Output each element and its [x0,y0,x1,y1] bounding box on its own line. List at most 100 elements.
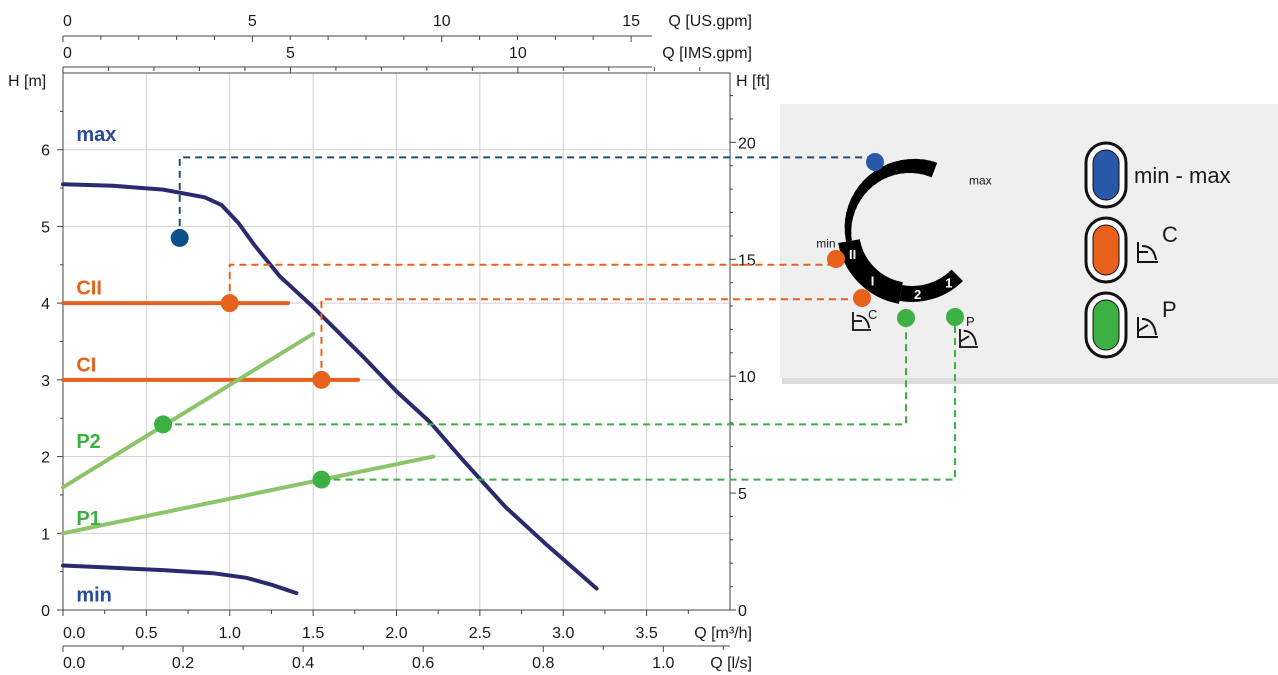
legend-icon-letter: P [1162,297,1177,322]
tick-label-m: 1 [41,526,50,543]
icon-curve [1141,245,1157,261]
axis-label-ims-gpm: Q [IMS.gpm] [662,45,752,62]
dial-arc-segment [850,193,862,204]
proportional-pressure-icon [959,329,979,348]
legend-pill-inner [1092,299,1120,351]
series-labels: max CII CI P2 P1 min [76,124,116,606]
tick-label-ims-gpm: 0 [63,45,72,62]
tick-label-ft: 10 [738,369,756,386]
dial-arc-segment [844,219,853,228]
dial-arc-lower [838,238,904,304]
tick-label-m3h: 0.0 [63,625,85,642]
dial-arc-segment [867,172,880,186]
tick-label-ft: 15 [738,252,756,269]
settings-panel [780,104,1278,384]
dial-arc-segment [879,164,891,179]
marker-cii [220,294,239,313]
dial-label-2: 2 [914,287,921,302]
series-line-min [61,563,299,596]
dial-marker-c2 [827,250,845,268]
grid [63,73,730,610]
tick-label-ls: 1.0 [652,655,674,672]
legend-icon-letter: C [1162,222,1178,247]
dashed-guide-ci [320,298,862,380]
legend: min - max C P [1084,141,1231,359]
panel-background [780,104,1278,378]
constant-pressure-icon [852,312,872,331]
tick-label-m: 2 [41,450,50,467]
series-label-cii: CII [76,278,102,300]
dial-icon-p-letter: P [966,314,975,329]
series-label-p1: P1 [76,508,100,530]
dial-marker-p1 [946,308,964,326]
tick-label-m: 0 [41,603,50,620]
tick-label-ft: 20 [738,135,756,152]
axes: 0 5 10 15 Q [US.gpm]0 5 10 Q [IMS.gpm]0.0 0.5 1.0… [8,13,770,672]
series-line-max [61,182,599,591]
markers [154,153,964,489]
legend-pill-inner [1092,224,1120,276]
dial-arc-segment [847,199,859,210]
dashed-guide-max [178,156,875,238]
tick-label-ims-gpm: 10 [509,45,527,62]
tick-label-m: 3 [41,373,50,390]
dial-icon-c-letter: C [868,307,877,322]
dial-arc-segment [853,187,866,199]
tick-label-us-gpm: 15 [622,13,640,30]
icon-frame [1137,317,1158,338]
tick-label-m: 6 [41,143,50,160]
series-label-min: min [76,584,112,606]
dial-label-min: min [816,236,835,250]
icon-frame [1137,242,1158,263]
tick-label-us-gpm: 10 [433,13,451,30]
dial-arc-segment [913,158,923,174]
series [61,182,599,596]
dial-label-max: max [969,173,992,187]
tick-label-ls: 0.2 [172,655,194,672]
tick-label-m3h: 1.0 [219,625,241,642]
legend-pill-inner [1092,149,1120,201]
constant-pressure-icon [1137,242,1158,263]
dial-arc-segment [899,159,909,174]
series-label-max: max [76,124,116,146]
tick-label-ims-gpm: 5 [286,45,295,62]
marker-p2 [154,415,173,434]
dashed-guides [163,156,956,481]
icon-curve [1141,318,1157,336]
tick-label-us-gpm: 5 [248,13,257,30]
axis-label-m3h: Q [m³/h] [694,625,752,642]
dial-arc-segment [862,176,875,190]
dial-label-ii: II [849,247,856,262]
tick-label-us-gpm: 0 [63,13,72,30]
dial-arc-segment [857,181,871,194]
dial-arc-segment [845,233,852,242]
dashed-guide-cii [228,263,836,304]
series-line-p1 [61,454,436,536]
icon-curve [856,314,871,329]
axis-label-ft: H [ft] [736,73,770,90]
dial-arc-segment [844,213,854,222]
icon-slope [959,335,970,343]
marker-ci [312,370,331,389]
marker-p1 [312,470,331,489]
tick-label-m: 4 [41,296,50,313]
axis-label-m: H [m] [8,73,46,90]
axis-label-ls: Q [l/s] [710,655,752,672]
dial-marker-max [866,153,884,171]
series-label-p2: P2 [76,431,100,453]
legend-item-2: P [1084,291,1177,359]
dial-arc-segment [846,206,856,216]
icon-curve [963,329,978,346]
tick-label-ft: 0 [738,603,747,620]
dial-marker-c1 [853,289,871,307]
tick-label-m3h: 3.0 [552,625,574,642]
dial-arc-segment [925,160,938,178]
dial-arc-p [899,269,963,302]
legend-item-1: C [1084,216,1178,284]
tick-label-ls: 0.6 [412,655,434,672]
tick-label-m3h: 2.0 [385,625,407,642]
icon-frame [959,329,979,348]
dial-arc-segment [919,159,930,176]
